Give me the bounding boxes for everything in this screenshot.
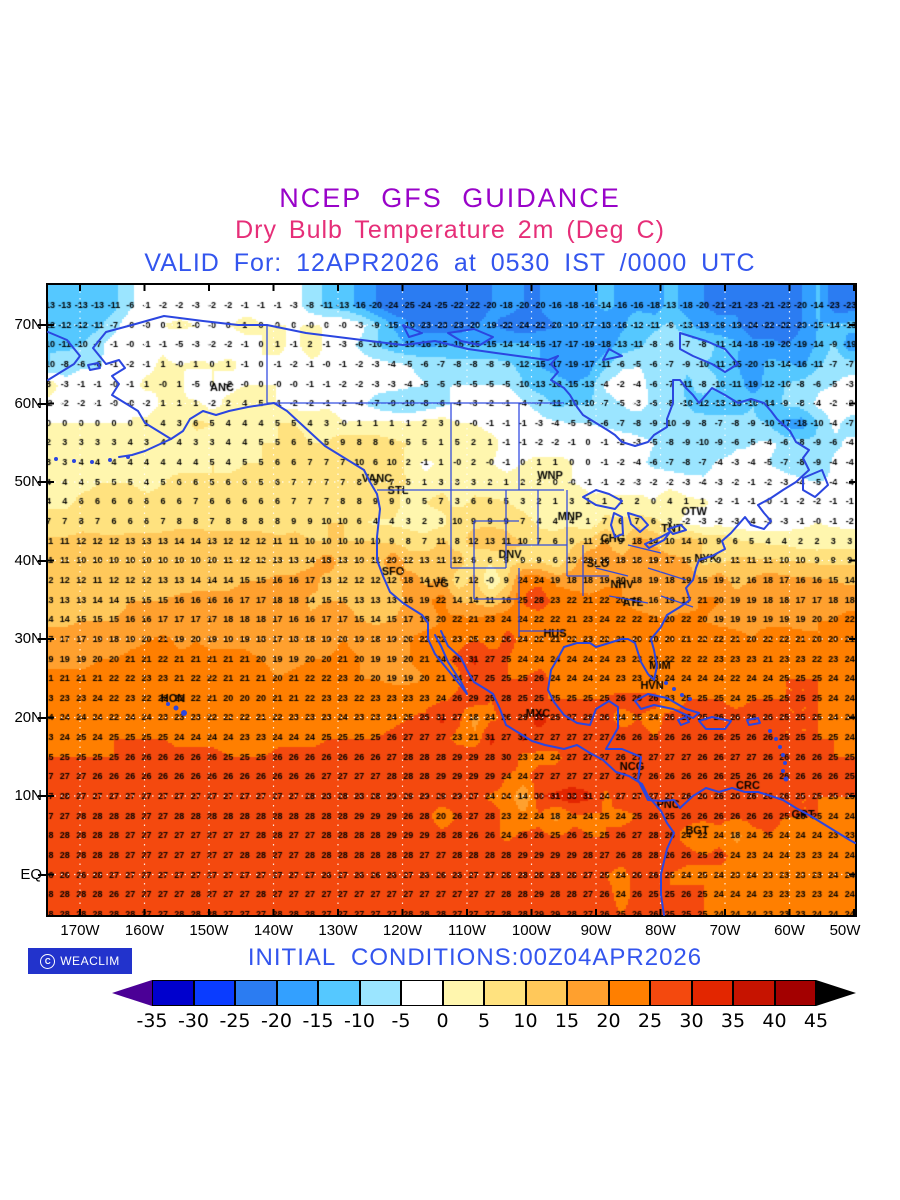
colorbar-left-arrow xyxy=(112,980,152,1006)
colorbar-box xyxy=(650,980,692,1006)
lon-label-140W: 140W xyxy=(253,922,294,939)
colorbar-tick-label: -5 xyxy=(391,1010,411,1032)
colorbar-box xyxy=(359,980,401,1006)
colorbar-tick-label: 20 xyxy=(596,1010,621,1032)
colorbar-box xyxy=(318,980,360,1006)
lat-tick xyxy=(38,638,46,640)
chart-subtitle: Dry Bulb Temperature 2m (Deg C) xyxy=(235,216,665,244)
lat-label-10N: 10N xyxy=(14,787,42,804)
lon-label-130W: 130W xyxy=(318,922,358,939)
lat-label-EQ: EQ xyxy=(20,865,42,883)
colorbar-box xyxy=(733,980,775,1006)
valid-time-line: VALID For: 12APR2026 at 0530 IST /0000 U… xyxy=(144,249,756,277)
lon-label-60W: 60W xyxy=(774,922,805,939)
page-title: NCEP GFS GUIDANCE xyxy=(279,183,621,213)
colorbar-box xyxy=(525,980,567,1006)
colorbar-tick-label: 5 xyxy=(477,1010,491,1032)
lat-tick xyxy=(38,481,46,483)
coastlines xyxy=(47,315,856,916)
lon-label-80W: 80W xyxy=(645,922,676,939)
colorbar-box xyxy=(276,980,318,1006)
colorbar-tick-label: -25 xyxy=(219,1010,251,1032)
colorbar-tick-label: 0 xyxy=(436,1010,449,1032)
weaclim-logo: C WEACLIM xyxy=(28,948,132,974)
map-overlay xyxy=(47,285,856,916)
colorbar-tick-label: -15 xyxy=(302,1010,334,1032)
lon-label-120W: 120W xyxy=(382,922,423,939)
colorbar-box xyxy=(152,980,194,1006)
lat-tick xyxy=(38,716,46,719)
colorbar-box xyxy=(691,980,733,1006)
lat-label-70N: 70N xyxy=(14,316,42,333)
colorbar-tick-label: 30 xyxy=(679,1010,704,1032)
colorbar-box xyxy=(193,980,235,1006)
colorbar-tick-label: -35 xyxy=(136,1010,168,1032)
lon-label-50W: 50W xyxy=(829,922,861,939)
colorbar-box xyxy=(567,980,609,1006)
colorbar-box xyxy=(774,980,816,1006)
lon-label-100W: 100W xyxy=(511,922,552,939)
lon-label-160W: 160W xyxy=(124,922,165,939)
lon-label-90W: 90W xyxy=(580,922,612,939)
temperature-map xyxy=(46,283,857,917)
graticule-gridlines xyxy=(48,285,855,915)
lat-tick xyxy=(38,873,46,876)
colorbar-tick-label: -10 xyxy=(343,1010,376,1032)
colorbar-tick-label: 15 xyxy=(554,1010,580,1032)
copyright-circle-icon: C xyxy=(40,953,56,969)
colorbar-tick-label: -30 xyxy=(177,1010,210,1032)
lat-tick xyxy=(38,795,46,797)
lat-label-50N: 50N xyxy=(14,473,42,490)
lat-label-30N: 30N xyxy=(14,630,42,647)
lat-tick xyxy=(38,559,46,562)
colorbar-tick-label: 40 xyxy=(762,1010,787,1032)
small-islands xyxy=(54,455,789,782)
lon-label-150W: 150W xyxy=(189,922,229,939)
colorbar-tick-label: 45 xyxy=(803,1010,829,1032)
temperature-map-canvas xyxy=(48,285,855,915)
logo-text: WEACLIM xyxy=(60,954,120,968)
colorbar-box xyxy=(401,980,443,1006)
lat-label-20N: 20N xyxy=(14,708,42,726)
lat-tick xyxy=(38,402,46,405)
initial-conditions-label: INITIAL CONDITIONS:00Z04APR2026 xyxy=(247,944,703,971)
lon-label-170W: 170W xyxy=(60,922,100,939)
lat-label-40N: 40N xyxy=(14,551,42,569)
colorbar-box xyxy=(484,980,526,1006)
colorbar-tick-label: 10 xyxy=(513,1010,538,1032)
axis-ticks xyxy=(48,285,855,915)
colorbar-right-arrow xyxy=(816,980,856,1006)
colorbar-tick-label: -20 xyxy=(260,1010,293,1032)
lon-label-70W: 70W xyxy=(709,922,741,939)
colorbar-box xyxy=(442,980,484,1006)
state-province-borders xyxy=(266,325,694,637)
lon-label-110W: 110W xyxy=(447,922,487,939)
lat-label-60N: 60N xyxy=(14,394,42,412)
lat-tick xyxy=(38,324,46,326)
colorbar-tick-label: 35 xyxy=(720,1010,746,1032)
colorbar-box xyxy=(235,980,277,1006)
colorbar-box xyxy=(608,980,650,1006)
colorbar-tick-label: 25 xyxy=(637,1010,663,1032)
